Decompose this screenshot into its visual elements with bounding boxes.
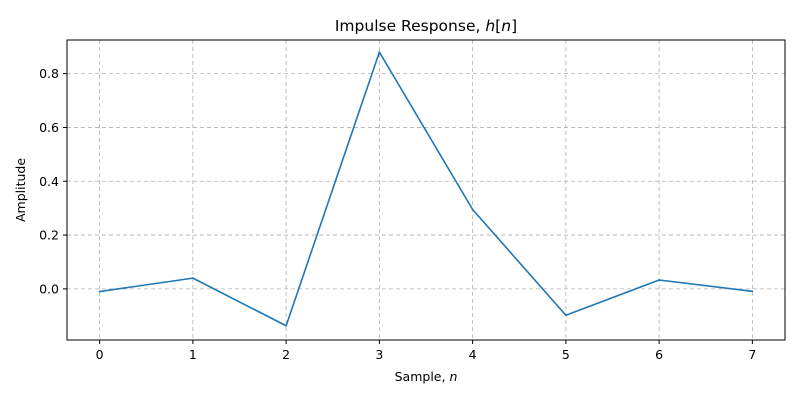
x-axis-label: Sample, n (395, 369, 458, 384)
x-tick-label: 4 (469, 347, 477, 362)
y-axis-label: Amplitude (13, 158, 28, 222)
y-tick-label: 0.6 (39, 120, 59, 135)
series-layer (98, 51, 754, 327)
grid-layer (67, 40, 785, 340)
data-point (751, 290, 754, 293)
chart-title: Impulse Response, h[n] (335, 17, 517, 35)
data-point (564, 314, 567, 317)
y-axis-ticks: 0.0 0.2 0.4 0.6 0.8 (39, 66, 67, 296)
data-point (98, 290, 101, 293)
x-tick-label: 5 (562, 347, 570, 362)
data-point (285, 324, 288, 327)
x-tick-label: 3 (375, 347, 383, 362)
x-tick-label: 6 (655, 347, 663, 362)
series-line (99, 51, 753, 327)
x-axis-ticks: 0 1 2 3 4 5 6 7 (96, 340, 756, 362)
axes-frame (66, 39, 786, 341)
data-point (471, 208, 474, 211)
data-point (191, 277, 194, 280)
x-tick-label: 0 (96, 347, 104, 362)
data-point (658, 279, 661, 281)
y-tick-label: 0.8 (39, 66, 59, 81)
y-tick-label: 0.2 (39, 228, 59, 243)
y-tick-label: 0.4 (39, 174, 59, 189)
y-tick-label: 0.0 (39, 281, 59, 296)
x-tick-label: 1 (189, 347, 197, 362)
x-tick-label: 2 (282, 347, 290, 362)
x-tick-label: 7 (748, 347, 756, 362)
data-point (378, 51, 381, 54)
